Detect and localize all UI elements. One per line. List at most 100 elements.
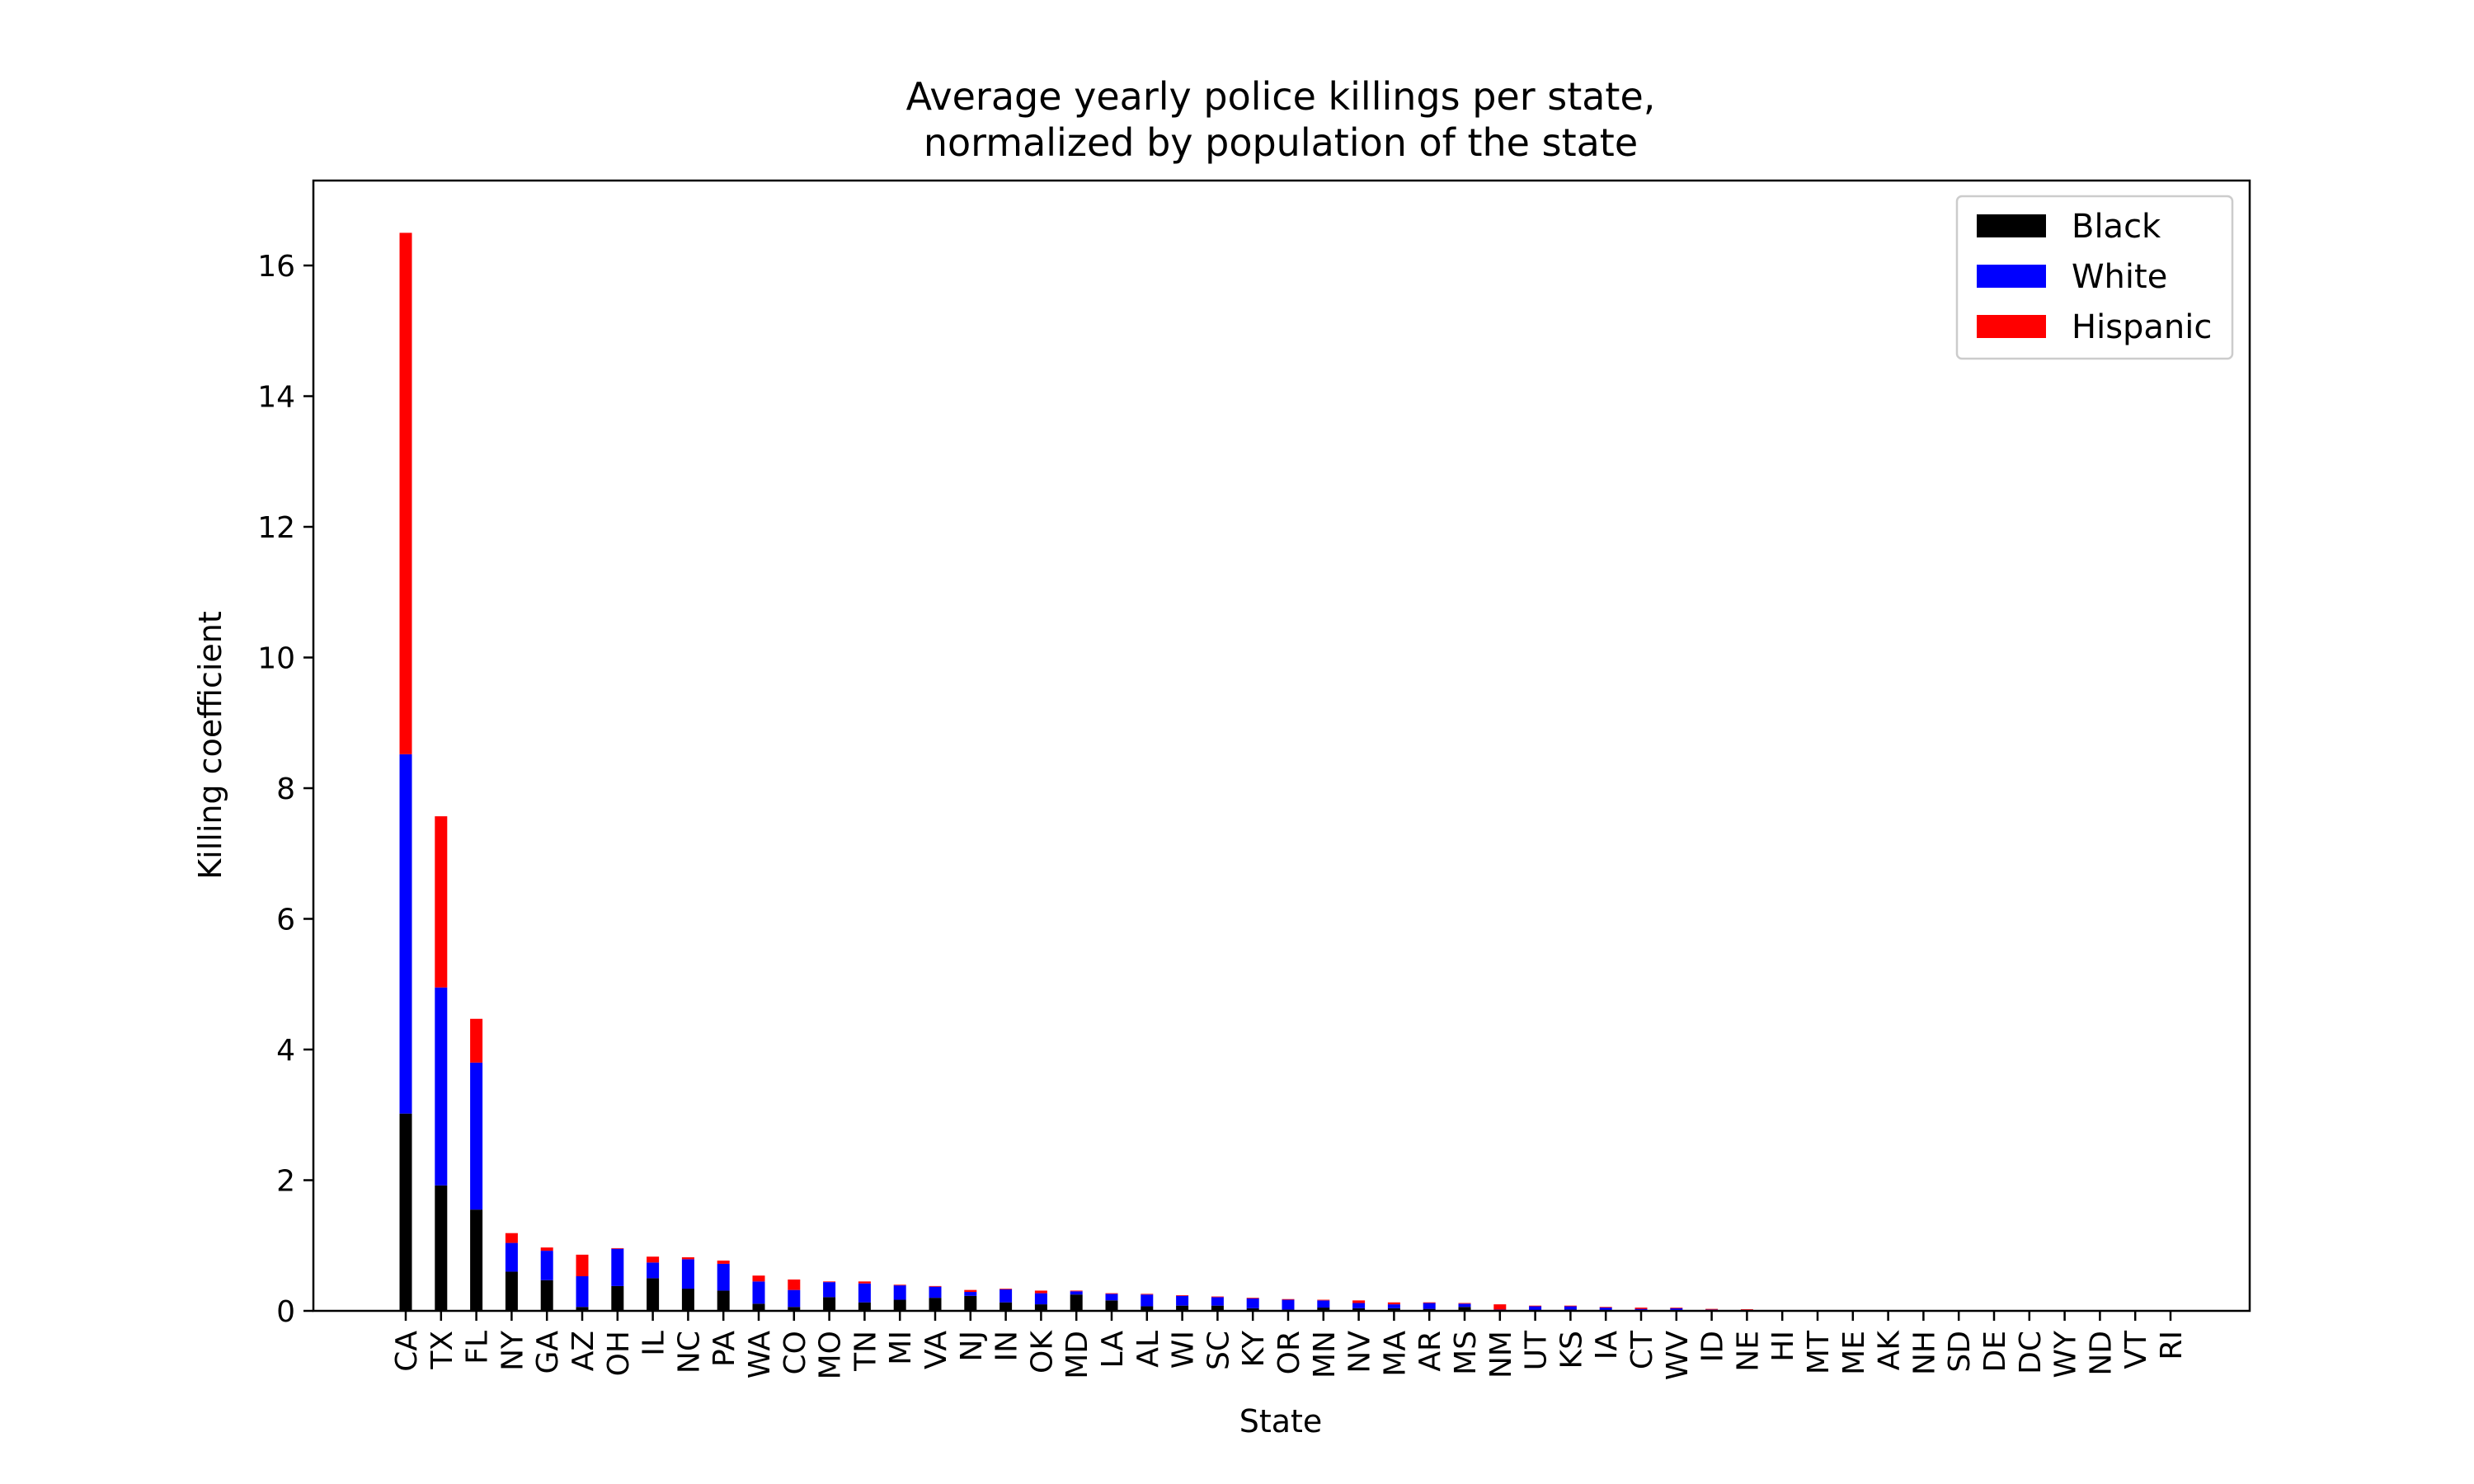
- bar-co-hispanic: [788, 1279, 801, 1290]
- bar-md-black: [1070, 1294, 1083, 1311]
- x-tick-label-mn: MN: [1308, 1331, 1342, 1378]
- bar-va-hispanic: [929, 1285, 942, 1287]
- bar-ny-hispanic: [505, 1233, 518, 1243]
- bar-nj-hispanic: [964, 1289, 977, 1293]
- bar-ky-white: [1246, 1298, 1259, 1308]
- bar-or-hispanic: [1282, 1298, 1295, 1300]
- bar-in-white: [999, 1289, 1013, 1303]
- x-tick-label-md: MD: [1061, 1331, 1094, 1379]
- bar-oh-black: [611, 1285, 624, 1311]
- y-tick-label: 10: [257, 642, 295, 676]
- y-tick-label: 4: [276, 1034, 295, 1068]
- bar-wi-hispanic: [1176, 1294, 1189, 1296]
- plot-frame: [312, 179, 2251, 1313]
- bar-ks-white: [1564, 1306, 1577, 1310]
- x-tick-label-ct: CT: [1625, 1330, 1659, 1369]
- bar-la-white: [1105, 1294, 1118, 1301]
- bar-ny-black: [505, 1271, 518, 1311]
- y-tick-label: 16: [257, 250, 295, 284]
- bar-az-black: [576, 1307, 589, 1311]
- x-tick-label-la: LA: [1096, 1331, 1130, 1369]
- x-tick-label-al: AL: [1131, 1331, 1165, 1368]
- x-tick-label-nv: NV: [1343, 1331, 1377, 1374]
- x-tick-label-tn: TN: [849, 1331, 882, 1372]
- x-tick-label-mt: MT: [1802, 1330, 1836, 1374]
- bar-mo-white: [823, 1282, 836, 1298]
- bar-wi-white: [1176, 1295, 1189, 1306]
- bar-or-white: [1282, 1299, 1295, 1310]
- x-tick-label-az: AZ: [567, 1331, 600, 1371]
- x-axis: CA TX FL NY GA AZ OH IL NC PA WA CO MO TN MI VA NJ IN OK MD…: [390, 1311, 2189, 1380]
- bar-tx-hispanic: [435, 816, 448, 988]
- x-tick-label-ky: KY: [1237, 1330, 1271, 1367]
- bar-oh-hispanic: [611, 1247, 624, 1249]
- x-tick-label-wa: WA: [743, 1331, 777, 1379]
- x-tick-label-hi: HI: [1766, 1331, 1800, 1362]
- x-tick-label-ut: UT: [1520, 1330, 1554, 1370]
- legend-swatch-hispanic: [1977, 315, 2046, 338]
- bar-mi-hispanic: [893, 1284, 906, 1286]
- x-tick-label-il: IL: [637, 1331, 671, 1356]
- x-tick-label-wi: WI: [1167, 1331, 1201, 1369]
- x-tick-label-ny: NY: [496, 1330, 529, 1371]
- bar-ga-white: [540, 1251, 553, 1280]
- bar-pa-hispanic: [717, 1260, 730, 1264]
- bar-mo-hispanic: [823, 1281, 836, 1283]
- x-tick-label-fl: FL: [461, 1331, 495, 1364]
- bar-ga-hispanic: [540, 1247, 553, 1252]
- bar-nj-black: [964, 1295, 977, 1311]
- x-tick-label-sd: SD: [1943, 1331, 1977, 1373]
- bar-mo-black: [823, 1297, 836, 1311]
- bars-layer: [399, 232, 1753, 1312]
- bar-nm-hispanic: [1493, 1304, 1507, 1310]
- bar-md-hispanic: [1070, 1290, 1083, 1292]
- bar-ms-white: [1458, 1303, 1471, 1308]
- bar-va-white: [929, 1286, 942, 1298]
- x-tick-label-ne: NE: [1731, 1331, 1765, 1372]
- x-tick-label-mi: MI: [884, 1331, 918, 1365]
- x-tick-label-wv: WV: [1661, 1331, 1695, 1381]
- bar-nj-white: [964, 1292, 977, 1296]
- bar-pa-white: [717, 1263, 730, 1291]
- bar-ca-hispanic: [399, 232, 412, 754]
- bar-ia-white: [1599, 1308, 1612, 1311]
- bar-ia-hispanic: [1599, 1307, 1612, 1308]
- x-tick-label-ma: MA: [1378, 1331, 1412, 1377]
- bar-il-black: [647, 1278, 660, 1311]
- x-tick-label-nj: NJ: [955, 1331, 989, 1362]
- bar-ut-white: [1529, 1306, 1542, 1311]
- bar-mn-black: [1317, 1308, 1330, 1311]
- x-tick-label-id: ID: [1696, 1331, 1730, 1362]
- bar-mn-hispanic: [1317, 1299, 1330, 1301]
- x-tick-label-ok: OK: [1025, 1330, 1059, 1374]
- bar-va-black: [929, 1298, 942, 1311]
- bar-pa-black: [717, 1290, 730, 1311]
- x-tick-label-nc: NC: [672, 1331, 706, 1374]
- y-tick-label: 12: [257, 511, 295, 545]
- bar-az-hispanic: [576, 1254, 589, 1276]
- x-tick-label-ca: CA: [390, 1331, 424, 1372]
- x-tick-label-ia: IA: [1590, 1331, 1624, 1360]
- y-tick-label: 14: [257, 381, 295, 415]
- bar-la-black: [1105, 1300, 1118, 1311]
- bar-co-black: [788, 1307, 801, 1311]
- bar-ct-white: [1634, 1308, 1648, 1311]
- bar-ga-black: [540, 1280, 553, 1311]
- bar-tn-black: [858, 1302, 871, 1311]
- bar-nc-black: [681, 1289, 694, 1311]
- bar-nv-black: [1352, 1308, 1366, 1311]
- bar-nv-white: [1352, 1303, 1366, 1308]
- bar-ca-black: [399, 1113, 412, 1311]
- bar-tn-white: [858, 1283, 871, 1303]
- plot-background: [313, 181, 2250, 1311]
- chart-title-line-2: normalized by population of the state: [924, 120, 1638, 165]
- x-tick-label-ri: RI: [2155, 1331, 2189, 1360]
- x-tick-label-dc: DC: [2014, 1331, 2048, 1374]
- y-tick-label: 0: [276, 1295, 295, 1329]
- x-tick-label-ar: AR: [1413, 1331, 1447, 1372]
- bar-ks-hispanic: [1564, 1305, 1577, 1307]
- x-tick-label-ga: GA: [531, 1331, 565, 1374]
- bar-ma-white: [1387, 1304, 1400, 1308]
